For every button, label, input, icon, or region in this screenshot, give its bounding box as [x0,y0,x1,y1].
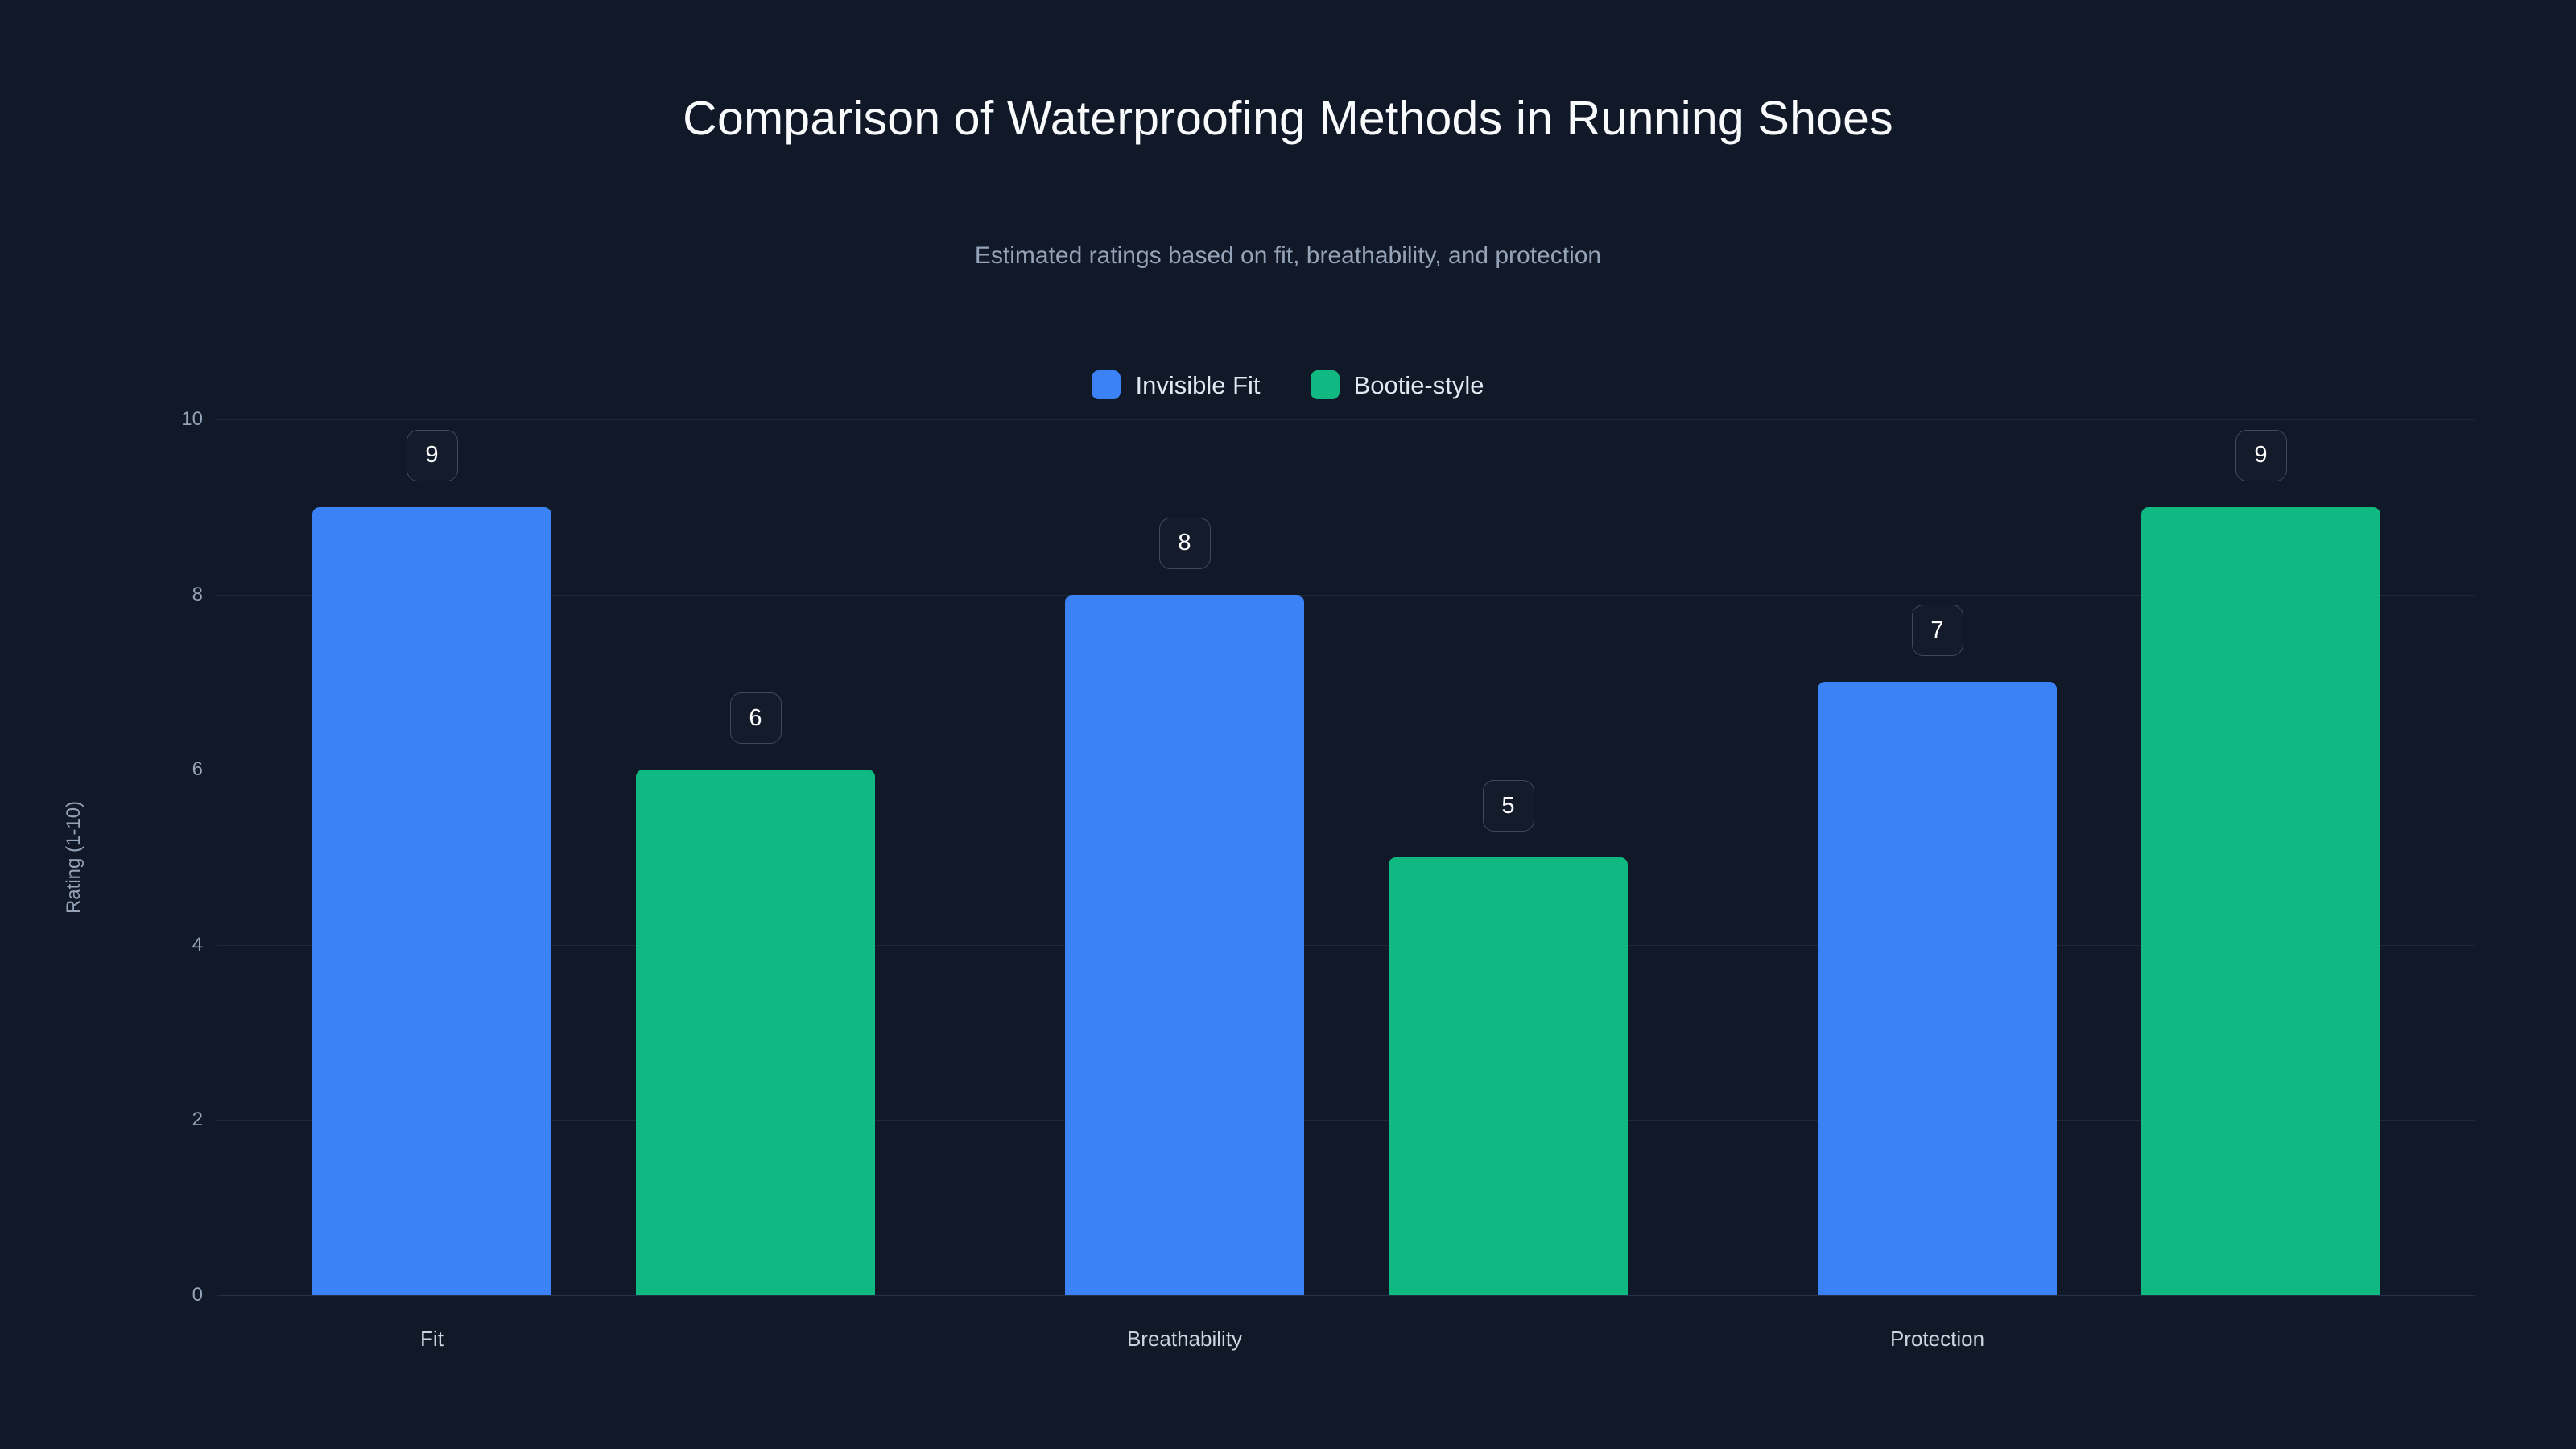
legend-swatch-icon [1310,370,1340,399]
bar[interactable] [312,506,551,1295]
bar-value-label: 6 [729,692,782,745]
gridline [217,944,2475,946]
gridline [217,1295,2475,1296]
y-axis-tick-label: 10 [181,408,203,430]
bar-value-label: 7 [1911,605,1963,657]
legend-item[interactable]: Bootie-style [1310,370,1484,399]
gridline [217,1120,2475,1121]
bar-value-label: 9 [406,429,458,481]
x-axis-category-label: Protection [1889,1327,1985,1351]
legend-item[interactable]: Invisible Fit [1092,370,1261,399]
gridline [217,594,2475,596]
chart-legend: Invisible Fit Bootie-style [0,370,2576,399]
legend-item-label: Invisible Fit [1135,370,1261,399]
bar[interactable] [2141,506,2380,1295]
legend-swatch-icon [1092,370,1121,399]
y-axis-tick-label: 0 [192,1284,203,1306]
bar[interactable] [1065,594,1304,1295]
gridline [217,419,2475,420]
legend-item-label: Bootie-style [1353,370,1484,399]
bar-value-label: 5 [1482,780,1534,832]
x-axis-category-label: Breathability [1126,1327,1243,1351]
y-axis-tick-label: 6 [192,758,203,781]
bar[interactable] [636,770,875,1295]
chart-subtitle: Estimated ratings based on fit, breathab… [974,242,1602,269]
y-axis-tick-label: 4 [192,933,203,956]
bar[interactable] [1389,857,1628,1295]
chart-title: Comparison of Waterproofing Methods in R… [683,92,1893,145]
bar-value-label: 8 [1158,517,1211,569]
y-axis-tick-label: 8 [192,583,203,605]
x-axis-category-label: Fit [420,1327,444,1351]
bar[interactable] [1818,682,2057,1295]
y-axis-tick-label: 2 [192,1108,203,1131]
y-axis-title: Rating (1-10) [63,800,85,914]
plot-area [217,419,2475,1296]
bar-value-label: 9 [2235,429,2287,481]
